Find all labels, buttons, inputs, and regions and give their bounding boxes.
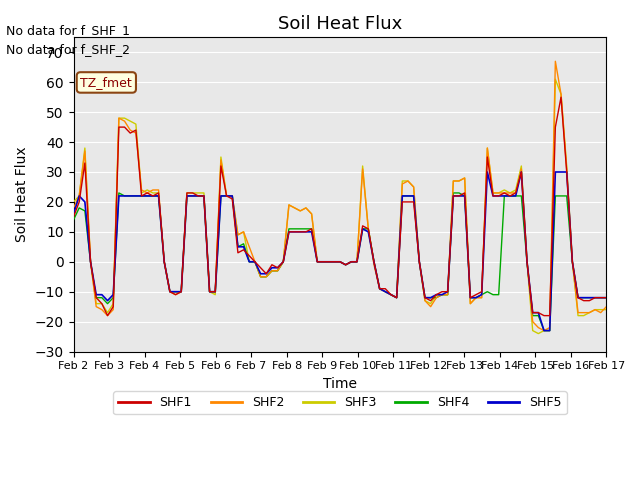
Legend: SHF1, SHF2, SHF3, SHF4, SHF5: SHF1, SHF2, SHF3, SHF4, SHF5 [113,391,566,414]
Title: Soil Heat Flux: Soil Heat Flux [278,15,402,33]
Y-axis label: Soil Heat Flux: Soil Heat Flux [15,146,29,242]
X-axis label: Time: Time [323,377,357,391]
Text: TZ_fmet: TZ_fmet [81,76,132,89]
Text: No data for f_SHF_2: No data for f_SHF_2 [6,43,131,56]
Text: No data for f_SHF_1: No data for f_SHF_1 [6,24,131,37]
